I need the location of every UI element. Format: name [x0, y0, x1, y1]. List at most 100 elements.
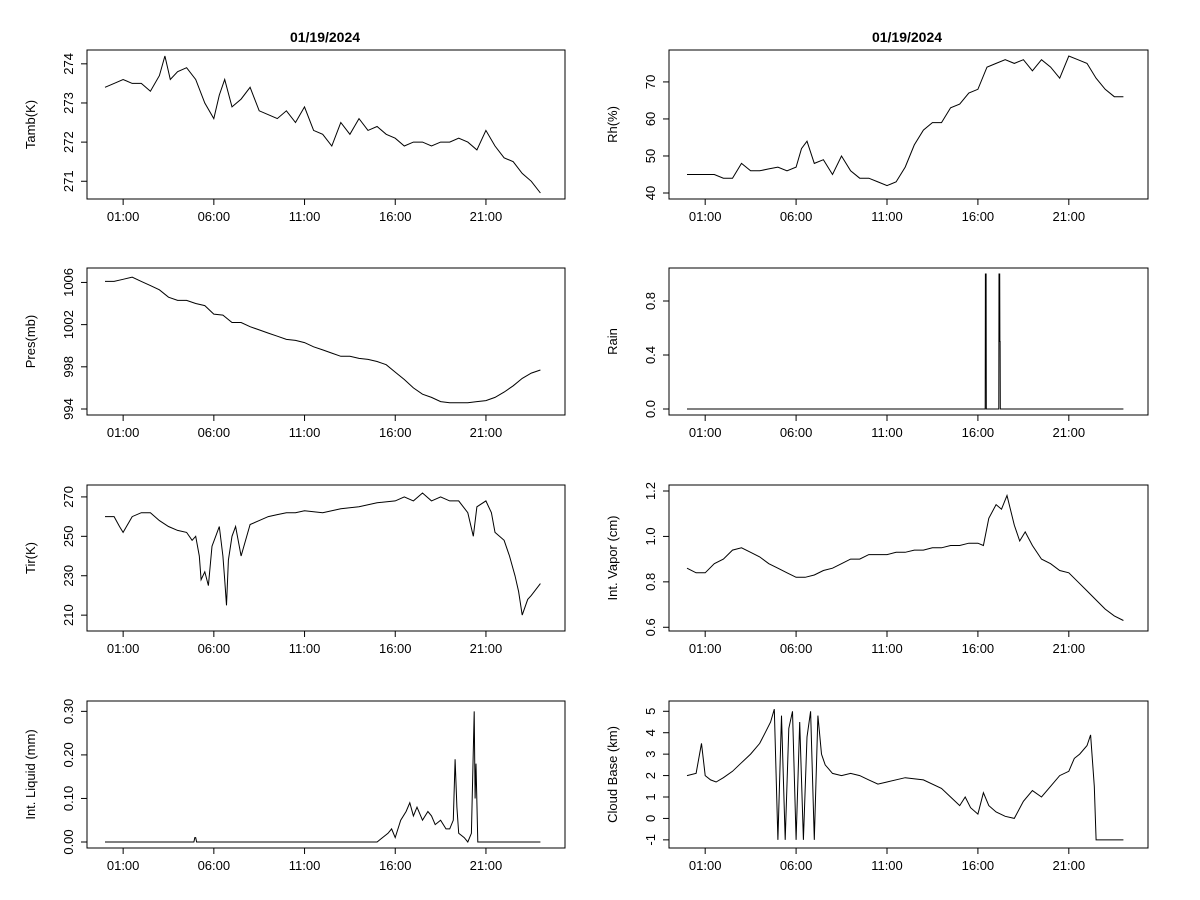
- x-tick-label: 01:00: [689, 858, 722, 873]
- panel-6: 01:00 06:00 11:00 16:00 21:00 0.00 0.10 0.20 0.3…: [23, 699, 566, 873]
- y-tick-label: 0.10: [61, 786, 76, 811]
- x-tick-label: 01:00: [689, 425, 722, 440]
- x-tick-label: 01:00: [689, 641, 722, 656]
- y-tick-label: 210: [61, 604, 76, 626]
- x-tick-label: 11:00: [289, 641, 321, 656]
- x-tick-label: 01:00: [689, 209, 722, 224]
- y-tick-label: 4: [643, 729, 658, 736]
- y-axis-label: Rain: [605, 328, 620, 355]
- y-tick-label: 0.0: [643, 400, 658, 418]
- plot-frame: [668, 484, 1149, 632]
- y-tick-label: 0.00: [61, 829, 76, 854]
- y-tick-label: 271: [61, 170, 76, 192]
- plot-frame: [86, 484, 566, 632]
- x-tick-label: 16:00: [379, 858, 412, 873]
- x-tick-label: 11:00: [289, 858, 321, 873]
- y-tick-label: 5: [643, 708, 658, 715]
- x-tick-label: 06:00: [780, 641, 813, 656]
- y-tick-label: 270: [61, 486, 76, 508]
- y-axis-label: Pres(mb): [23, 315, 38, 368]
- x-tick-label: 21:00: [470, 641, 503, 656]
- y-axis-label: Rh(%): [605, 106, 620, 143]
- x-tick-label: 16:00: [379, 425, 412, 440]
- y-tick-label: 1006: [61, 268, 76, 297]
- panel-4: 01:00 06:00 11:00 16:00 21:00 210 230 250 270 Tir…: [23, 484, 566, 656]
- y-axis-label: Int. Liquid (mm): [23, 729, 38, 819]
- plot-frame: [668, 700, 1149, 849]
- y-axis-label: Tamb(K): [23, 100, 38, 149]
- x-tick-label: 01:00: [107, 209, 140, 224]
- x-tick-label: 11:00: [289, 425, 321, 440]
- x-tick-label: 01:00: [107, 641, 140, 656]
- x-tick-label: 06:00: [198, 425, 231, 440]
- x-tick-label: 16:00: [379, 209, 412, 224]
- plot-frame: [668, 267, 1149, 416]
- plot-frame: [86, 267, 566, 416]
- x-tick-label: 21:00: [1053, 425, 1086, 440]
- y-tick-label: 998: [61, 356, 76, 378]
- panel-2: 01:00 06:00 11:00 16:00 21:00 994 998 1002 1006 P…: [23, 267, 566, 440]
- x-tick-label: 16:00: [962, 641, 995, 656]
- x-tick-label: 06:00: [780, 425, 813, 440]
- y-tick-label: 274: [61, 53, 76, 75]
- series-line: [105, 492, 541, 616]
- y-tick-label: 70: [643, 75, 658, 89]
- y-axis-label: Int. Vapor (cm): [605, 515, 620, 600]
- plot-frame: [86, 49, 566, 200]
- y-tick-label: 0.20: [61, 742, 76, 767]
- y-tick-label: 3: [643, 751, 658, 758]
- x-tick-label: 06:00: [198, 858, 231, 873]
- x-tick-label: 16:00: [962, 425, 995, 440]
- panel-3: 01:00 06:00 11:00 16:00 21:00 0.0 0.4 0.8 Rain: [605, 267, 1149, 440]
- y-axis-label: Cloud Base (km): [605, 726, 620, 823]
- y-tick-label: -1: [643, 834, 658, 846]
- y-tick-label: 0.8: [643, 573, 658, 591]
- y-tick-label: 1002: [61, 310, 76, 339]
- x-tick-label: 06:00: [198, 209, 231, 224]
- y-tick-label: 1.0: [643, 527, 658, 545]
- x-tick-label: 01:00: [107, 858, 140, 873]
- x-tick-label: 21:00: [470, 858, 503, 873]
- x-tick-label: 21:00: [470, 209, 503, 224]
- panel-5: 01:00 06:00 11:00 16:00 21:00 0.6 0.8 1.0 1.2 Int…: [605, 482, 1149, 656]
- x-tick-label: 16:00: [962, 209, 995, 224]
- series-line: [104, 55, 541, 194]
- x-tick-label: 11:00: [871, 425, 903, 440]
- y-tick-label: 0.8: [643, 292, 658, 310]
- panel-7: 01:00 06:00 11:00 16:00 21:00 -1 0 1 2 3 4 5 Cloud B…: [605, 700, 1149, 873]
- y-tick-label: 40: [643, 186, 658, 200]
- y-tick-label: 0.30: [61, 699, 76, 724]
- x-tick-label: 21:00: [1053, 641, 1086, 656]
- y-tick-label: 273: [61, 92, 76, 114]
- y-tick-label: 230: [61, 565, 76, 587]
- plot-frame: [86, 700, 566, 849]
- y-tick-label: 60: [643, 112, 658, 126]
- x-tick-label: 06:00: [198, 641, 231, 656]
- x-tick-label: 11:00: [871, 209, 903, 224]
- y-tick-label: 0.6: [643, 618, 658, 636]
- x-tick-label: 16:00: [962, 858, 995, 873]
- y-tick-label: 2: [643, 772, 658, 779]
- right-column-title: 01/19/2024: [872, 29, 942, 45]
- series-line: [686, 493, 1124, 621]
- x-tick-label: 11:00: [289, 209, 321, 224]
- y-tick-label: 994: [61, 398, 76, 420]
- x-tick-label: 06:00: [780, 858, 813, 873]
- x-tick-label: 06:00: [780, 209, 813, 224]
- series-line: [687, 273, 1124, 410]
- series-line: [687, 55, 1124, 187]
- series-line: [686, 708, 1124, 841]
- x-tick-label: 01:00: [107, 425, 140, 440]
- x-tick-label: 11:00: [871, 641, 903, 656]
- panel-0: 01:00 06:00 11:00 16:00 21:00 271 272 273 274 Tam…: [23, 49, 566, 224]
- y-tick-label: 1.2: [643, 482, 658, 500]
- plot-frame: [668, 49, 1149, 200]
- x-tick-label: 11:00: [871, 858, 903, 873]
- y-tick-label: 272: [61, 131, 76, 153]
- left-column-title: 01/19/2024: [290, 29, 360, 45]
- y-tick-label: 1: [643, 793, 658, 800]
- x-tick-label: 21:00: [1053, 858, 1086, 873]
- panel-1: 01:00 06:00 11:00 16:00 21:00 40 50 60 70 Rh(%): [605, 49, 1149, 224]
- series-line: [105, 711, 541, 843]
